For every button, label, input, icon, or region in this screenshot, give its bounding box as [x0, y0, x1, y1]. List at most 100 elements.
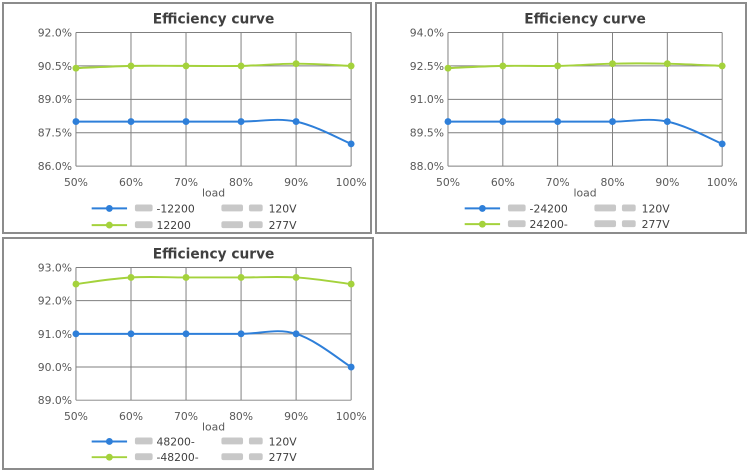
- y-tick-label: 92.0%: [38, 295, 72, 308]
- legend-label: -48200-: [157, 451, 199, 464]
- redacted-block: [134, 204, 153, 212]
- legend-marker: [105, 438, 113, 445]
- chart-title: Efficiency curve: [524, 12, 646, 28]
- data-point: [72, 118, 80, 126]
- x-axis-label: load: [574, 187, 597, 200]
- legend-marker: [478, 220, 486, 228]
- y-tick-label: 89.0%: [38, 93, 72, 106]
- data-point: [347, 140, 355, 148]
- redacted-block: [134, 437, 153, 445]
- y-tick-label: 91.0%: [410, 93, 444, 106]
- legend-voltage: 277V: [269, 219, 298, 232]
- data-point: [554, 118, 562, 126]
- data-point: [182, 274, 190, 281]
- data-point: [292, 60, 300, 68]
- data-point: [72, 280, 80, 288]
- series-line-1: [75, 62, 352, 70]
- legend-label: -24200: [530, 202, 568, 215]
- data-point: [237, 62, 245, 70]
- data-point: [347, 363, 355, 371]
- y-tick-label: 86.0%: [38, 160, 72, 173]
- x-tick-label: 100%: [336, 176, 367, 189]
- x-tick-label: 70%: [174, 410, 198, 423]
- series-line-0: [75, 118, 352, 145]
- y-tick-label: 87.5%: [38, 127, 72, 140]
- data-point: [127, 330, 135, 338]
- x-tick-label: 60%: [491, 176, 515, 189]
- data-point: [182, 118, 190, 126]
- data-point: [237, 274, 245, 281]
- efficiency-chart-12200: Efficiency curve 92.0% 90.5% 89.0% 87.5% 86.0…: [2, 2, 372, 234]
- x-axis-label: load: [202, 187, 225, 200]
- x-tick-label: 80%: [600, 176, 624, 189]
- series-line-1: [447, 62, 723, 70]
- y-tick-label: 93.0%: [38, 261, 72, 274]
- x-tick-label: 70%: [174, 176, 198, 189]
- data-point: [127, 62, 135, 70]
- redacted-block: [248, 437, 263, 445]
- data-point: [292, 274, 300, 281]
- legend-voltage: 120V: [269, 202, 298, 215]
- x-tick-label: 80%: [229, 410, 253, 423]
- redacted-block: [507, 204, 526, 212]
- x-tick-label: 90%: [655, 176, 679, 189]
- data-point: [347, 280, 355, 288]
- legend-marker: [478, 204, 486, 212]
- chart-svg-24200: Efficiency curve 94.0% 92.5% 91.0% 89.5% 88.0…: [410, 12, 738, 231]
- data-point: [499, 118, 507, 126]
- y-tick-label: 90.0%: [38, 361, 72, 374]
- legend-label: 48200-: [157, 435, 195, 448]
- x-tick-label: 60%: [119, 410, 143, 423]
- x-tick-label: 100%: [707, 176, 738, 189]
- redacted-block: [621, 204, 636, 212]
- y-tick-label: 92.0%: [38, 26, 72, 39]
- data-point: [292, 330, 300, 338]
- x-tick-label: 90%: [284, 410, 308, 423]
- redacted-block: [221, 437, 244, 445]
- x-tick-label: 50%: [64, 410, 88, 423]
- data-point: [718, 62, 726, 70]
- data-point: [237, 118, 245, 126]
- y-tick-label: 91.0%: [38, 328, 72, 341]
- data-point: [444, 64, 452, 72]
- data-point: [182, 330, 190, 338]
- data-point: [127, 274, 135, 281]
- chart-svg-12200: Efficiency curve 92.0% 90.5% 89.0% 87.5% 86.0…: [38, 12, 367, 232]
- series-line-1: [75, 275, 352, 286]
- y-tick-label: 92.5%: [410, 60, 444, 73]
- data-point: [499, 62, 507, 70]
- data-point: [237, 330, 245, 338]
- legend-marker: [105, 453, 113, 461]
- y-tick-label: 94.0%: [410, 26, 444, 39]
- x-tick-label: 70%: [546, 176, 570, 189]
- efficiency-chart-48200: Efficiency curve 93.0% 92.0% 91.0% 90.0% 89.0…: [2, 237, 374, 470]
- legend-voltage: 277V: [269, 451, 298, 464]
- x-tick-label: 50%: [436, 176, 460, 189]
- redacted-block: [507, 220, 526, 228]
- redacted-block: [221, 204, 244, 212]
- chart-title: Efficiency curve: [153, 247, 275, 263]
- x-tick-label: 60%: [119, 176, 143, 189]
- x-tick-label: 100%: [336, 410, 367, 423]
- data-point: [127, 118, 135, 126]
- data-point: [663, 118, 671, 126]
- legend-marker: [105, 221, 113, 229]
- chart-svg-48200: Efficiency curve 93.0% 92.0% 91.0% 90.0% 89.0…: [38, 247, 367, 464]
- data-point: [609, 60, 616, 68]
- data-point: [718, 140, 726, 148]
- redacted-block: [221, 221, 244, 229]
- legend-voltage: 120V: [269, 435, 298, 448]
- efficiency-chart-24200: Efficiency curve 94.0% 92.5% 91.0% 89.5% 88.0…: [375, 2, 747, 234]
- x-tick-label: 90%: [284, 176, 308, 189]
- data-point: [347, 62, 355, 70]
- legend-voltage: 120V: [642, 202, 671, 215]
- legend-marker: [105, 204, 113, 212]
- series-line-0: [447, 118, 723, 145]
- redacted-block: [134, 453, 153, 461]
- x-axis-label: load: [202, 421, 225, 434]
- redacted-block: [221, 453, 244, 461]
- x-tick-label: 80%: [229, 176, 253, 189]
- y-tick-label: 89.5%: [410, 127, 444, 140]
- redacted-block: [248, 453, 263, 461]
- data-point: [663, 60, 671, 68]
